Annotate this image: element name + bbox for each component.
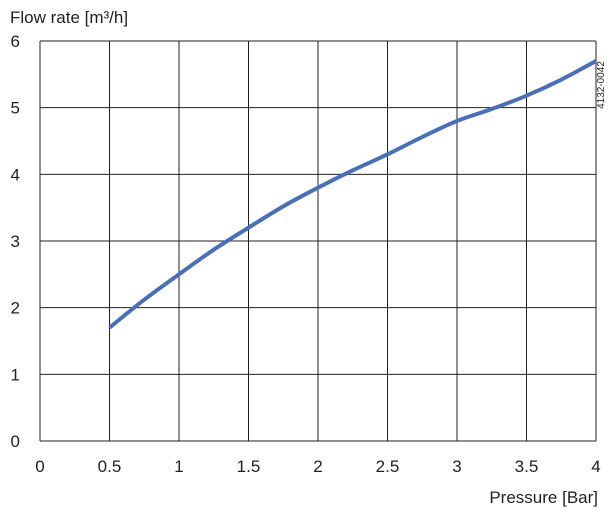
- x-tick-label: 2: [313, 457, 322, 476]
- x-tick-label: 1: [174, 457, 183, 476]
- figure-code-label: 4132-0042: [596, 61, 607, 109]
- y-tick-label: 2: [11, 299, 20, 318]
- x-tick-label: 4: [591, 457, 600, 476]
- x-tick-label: 0.5: [98, 457, 122, 476]
- series-line-0: [108, 59, 597, 330]
- y-tick-label: 6: [11, 32, 20, 51]
- x-tick-label: 3.5: [515, 457, 539, 476]
- y-axis-label: Flow rate [m³/h]: [10, 8, 128, 27]
- series-layer: [108, 59, 597, 330]
- y-tick-label: 1: [11, 365, 20, 384]
- y-tick-label: 0: [11, 432, 20, 451]
- x-tick-label: 1.5: [237, 457, 261, 476]
- y-tick-label: 5: [11, 99, 20, 118]
- x-tick-label: 2.5: [376, 457, 400, 476]
- x-axis-label: Pressure [Bar]: [489, 488, 598, 507]
- x-tick-label: 3: [452, 457, 461, 476]
- y-tick-label: 4: [11, 165, 20, 184]
- tick-labels: 0 0.5 1 1.5 2 2.5 3 3.5 4 0 1 2 3 4 5 6: [11, 32, 601, 476]
- x-tick-label: 0: [35, 457, 44, 476]
- y-tick-label: 3: [11, 232, 20, 251]
